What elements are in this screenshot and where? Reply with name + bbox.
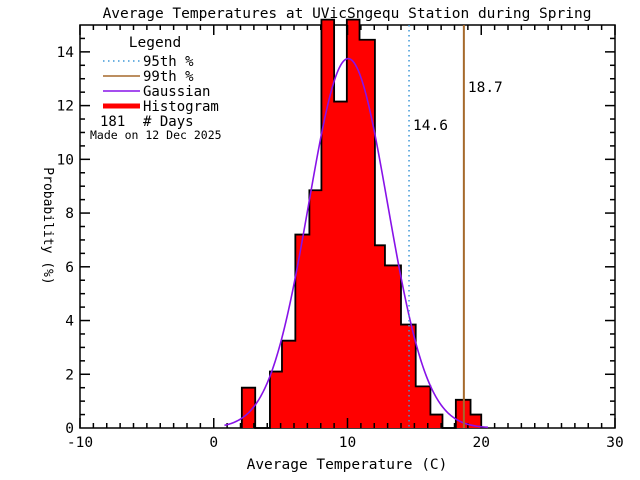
- legend-item-label: Histogram: [143, 99, 219, 115]
- y-tick-label: 8: [65, 206, 74, 222]
- legend-days-count: 181: [100, 114, 125, 130]
- percentile-95th-label: 14.6: [413, 118, 448, 134]
- x-axis-title: Average Temperature (C): [247, 457, 448, 473]
- y-tick-label: 6: [65, 260, 74, 276]
- watermark-text: Made on 12 Dec 2025: [90, 128, 222, 142]
- y-tick-label: 12: [57, 99, 74, 115]
- x-tick-label: -10: [67, 435, 93, 451]
- histogram-layer: [240, 18, 483, 429]
- x-tick-label: 0: [209, 435, 218, 451]
- y-axis-title: Probability (%): [40, 167, 55, 284]
- gaussian-curve: [224, 57, 488, 429]
- y-tick-label: 14: [57, 45, 75, 61]
- y-tick-label: 0: [65, 421, 74, 437]
- x-tick-label: 30: [606, 435, 623, 451]
- legend-item-label: 95th %: [143, 54, 194, 70]
- x-tick-label: 10: [339, 435, 356, 451]
- chart-title: Average Temperatures at UVicSngequ Stati…: [103, 6, 592, 22]
- y-tick-label: 2: [65, 367, 74, 383]
- legend-item-label: 99th %: [143, 69, 194, 85]
- axis-ticks-layer: [79, 25, 616, 428]
- legend-days-label: # Days: [143, 114, 194, 130]
- y-tick-label: 10: [57, 152, 74, 168]
- legend-sample-histogram: [103, 103, 140, 109]
- y-tick-label: 4: [65, 314, 74, 330]
- x-tick-label: 20: [473, 435, 490, 451]
- histogram-fill: [241, 19, 482, 428]
- legend-item-label: Gaussian: [143, 84, 210, 100]
- gaussian-layer: [224, 57, 488, 429]
- percentile-99th-label: 18.7: [468, 80, 503, 96]
- percentile-layer: 14.6 18.7: [408, 25, 503, 428]
- legend-title: Legend: [129, 35, 181, 51]
- histogram-outline: [240, 18, 483, 429]
